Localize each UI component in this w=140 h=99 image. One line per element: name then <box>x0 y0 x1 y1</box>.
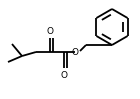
Text: O: O <box>60 70 67 79</box>
Text: O: O <box>72 48 79 57</box>
Text: O: O <box>46 27 53 36</box>
